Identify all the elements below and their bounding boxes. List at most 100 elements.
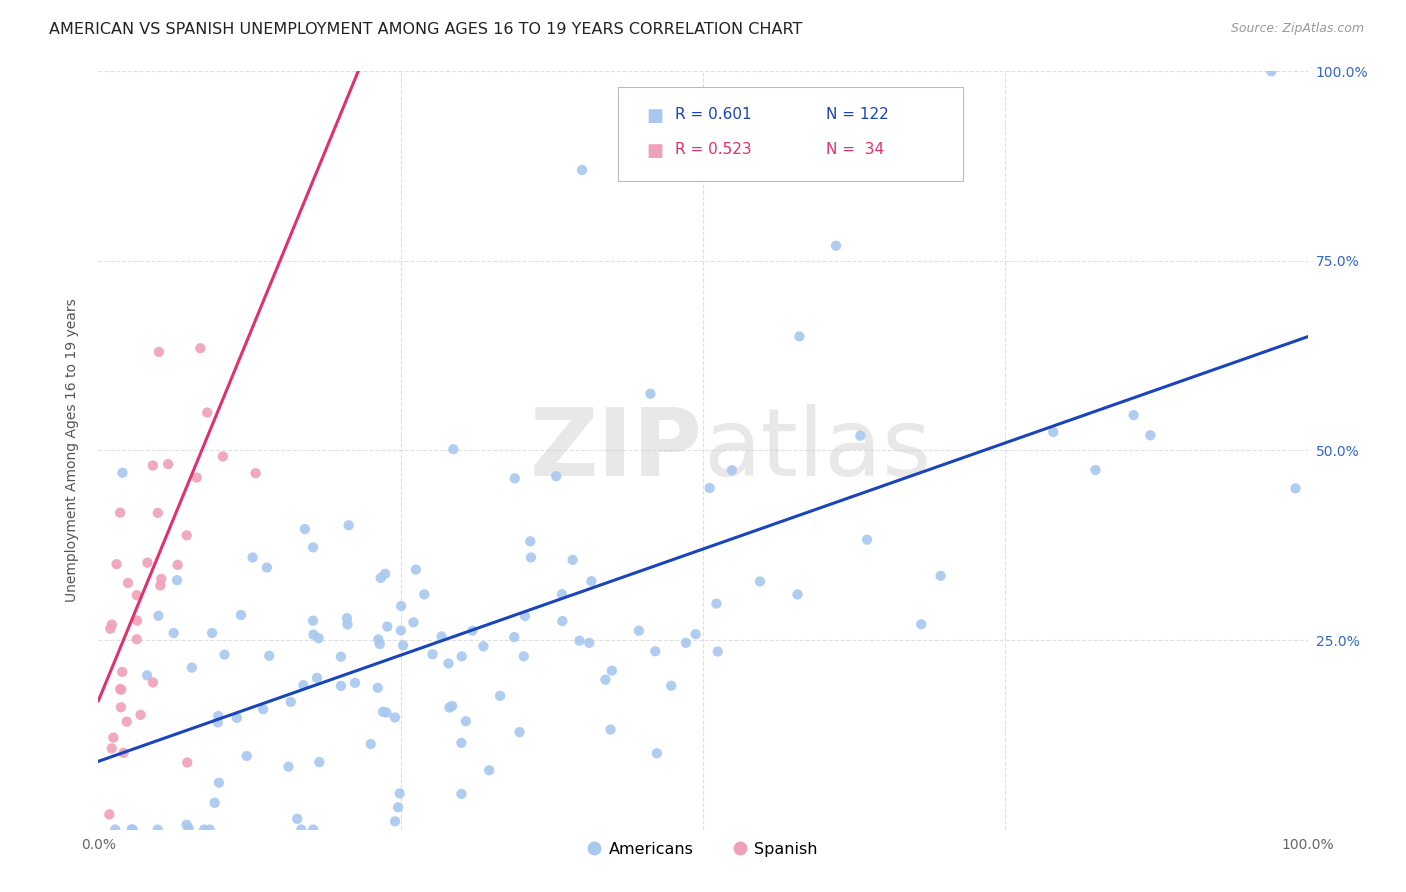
Point bbox=[285, 812, 308, 826]
Point bbox=[749, 574, 772, 589]
Point bbox=[384, 814, 406, 829]
Text: atlas: atlas bbox=[703, 404, 931, 497]
Text: ■: ■ bbox=[647, 142, 664, 160]
Text: ■: ■ bbox=[647, 107, 664, 125]
Point bbox=[252, 702, 274, 716]
Point bbox=[910, 617, 932, 632]
Point bbox=[367, 632, 389, 647]
Point bbox=[117, 576, 139, 591]
Point bbox=[110, 681, 132, 696]
Point bbox=[581, 574, 603, 589]
Point bbox=[392, 638, 415, 652]
Point bbox=[387, 800, 409, 814]
Point bbox=[98, 807, 121, 822]
Point bbox=[166, 573, 188, 587]
Point bbox=[503, 471, 526, 485]
Point bbox=[367, 681, 389, 695]
Point bbox=[578, 636, 600, 650]
Point bbox=[472, 639, 495, 653]
Point bbox=[146, 822, 169, 837]
Point bbox=[235, 749, 257, 764]
Point bbox=[148, 344, 170, 359]
Point bbox=[115, 714, 138, 729]
Point bbox=[136, 556, 159, 570]
Point bbox=[208, 775, 231, 789]
Point bbox=[461, 624, 484, 638]
Point bbox=[110, 682, 132, 697]
Point bbox=[384, 710, 406, 724]
Point bbox=[721, 463, 744, 477]
Point bbox=[290, 822, 312, 837]
Point bbox=[336, 611, 359, 625]
Point bbox=[277, 760, 299, 774]
Point bbox=[375, 619, 398, 633]
Point bbox=[1139, 428, 1161, 442]
Point bbox=[229, 607, 252, 622]
Point bbox=[157, 457, 180, 471]
Point bbox=[786, 587, 808, 601]
FancyBboxPatch shape bbox=[619, 87, 963, 181]
Point bbox=[520, 550, 543, 565]
Point bbox=[336, 617, 359, 632]
Point bbox=[489, 689, 512, 703]
Point bbox=[280, 695, 302, 709]
Point bbox=[111, 665, 134, 679]
Point bbox=[706, 597, 728, 611]
Point bbox=[103, 731, 125, 745]
Point bbox=[513, 649, 536, 664]
Point bbox=[148, 608, 170, 623]
Point bbox=[388, 786, 411, 800]
Point bbox=[150, 572, 173, 586]
Text: R = 0.523: R = 0.523 bbox=[675, 142, 752, 157]
Point bbox=[706, 644, 728, 658]
Point bbox=[600, 664, 623, 678]
Point bbox=[125, 632, 148, 647]
Point bbox=[242, 550, 264, 565]
Point bbox=[294, 522, 316, 536]
Point bbox=[640, 386, 662, 401]
Point bbox=[129, 707, 152, 722]
Point bbox=[343, 676, 366, 690]
Point bbox=[176, 528, 198, 542]
Point bbox=[100, 741, 122, 756]
Point bbox=[176, 818, 198, 832]
Point bbox=[142, 458, 165, 473]
Point bbox=[195, 405, 218, 420]
Point bbox=[402, 615, 425, 630]
Point bbox=[305, 671, 328, 685]
Point bbox=[368, 637, 391, 651]
Text: ZIP: ZIP bbox=[530, 404, 703, 497]
Point bbox=[245, 467, 267, 481]
Point bbox=[413, 587, 436, 601]
Point bbox=[111, 466, 134, 480]
Point bbox=[929, 568, 952, 582]
Point bbox=[546, 469, 568, 483]
Point bbox=[142, 675, 165, 690]
Point bbox=[98, 622, 121, 636]
Point bbox=[685, 627, 707, 641]
Point bbox=[644, 644, 666, 658]
Text: N = 122: N = 122 bbox=[827, 107, 889, 122]
Point bbox=[441, 698, 464, 713]
Point bbox=[370, 571, 392, 585]
Point bbox=[389, 624, 412, 638]
Point bbox=[337, 518, 360, 533]
Point bbox=[389, 599, 412, 613]
Point bbox=[789, 329, 811, 343]
Point bbox=[180, 660, 202, 674]
Point bbox=[551, 587, 574, 601]
Point bbox=[599, 723, 621, 737]
Point bbox=[207, 715, 229, 730]
Point bbox=[1042, 425, 1064, 439]
Point bbox=[302, 541, 325, 555]
Point bbox=[441, 442, 464, 457]
Point bbox=[125, 588, 148, 602]
Point bbox=[146, 506, 169, 520]
Point bbox=[439, 700, 461, 714]
Text: R = 0.601: R = 0.601 bbox=[675, 107, 752, 122]
Point bbox=[302, 627, 325, 641]
Point bbox=[675, 636, 697, 650]
Point bbox=[405, 563, 427, 577]
Point bbox=[571, 163, 593, 178]
Point bbox=[302, 614, 325, 628]
